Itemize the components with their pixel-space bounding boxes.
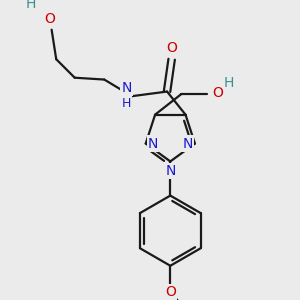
Text: O: O [166,41,177,55]
Text: O: O [44,12,55,26]
Text: N: N [165,164,175,178]
Text: N: N [148,136,158,151]
Text: H: H [224,76,234,90]
Text: N: N [182,136,193,151]
Text: H: H [26,0,37,11]
Text: O: O [165,285,176,298]
Text: O: O [212,86,223,100]
Text: N: N [121,81,132,95]
Text: H: H [122,97,131,110]
